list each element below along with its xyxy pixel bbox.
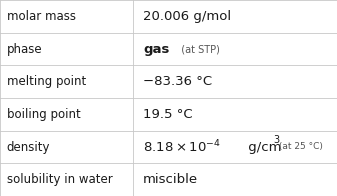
Text: −83.36 °C: −83.36 °C (143, 75, 212, 88)
Text: phase: phase (7, 43, 42, 55)
Text: gas: gas (143, 43, 170, 55)
Text: molar mass: molar mass (7, 10, 76, 23)
Text: solubility in water: solubility in water (7, 173, 113, 186)
Text: g/cm: g/cm (244, 141, 282, 153)
Text: 20.006 g/mol: 20.006 g/mol (143, 10, 231, 23)
Text: 3: 3 (273, 135, 279, 145)
Text: (at STP): (at STP) (175, 44, 220, 54)
Text: miscible: miscible (143, 173, 198, 186)
Text: boiling point: boiling point (7, 108, 81, 121)
Text: $8.18\times10^{-4}$: $8.18\times10^{-4}$ (143, 139, 221, 155)
Text: (at 25 °C): (at 25 °C) (276, 142, 323, 152)
Text: density: density (7, 141, 50, 153)
Text: melting point: melting point (7, 75, 86, 88)
Text: 19.5 °C: 19.5 °C (143, 108, 193, 121)
